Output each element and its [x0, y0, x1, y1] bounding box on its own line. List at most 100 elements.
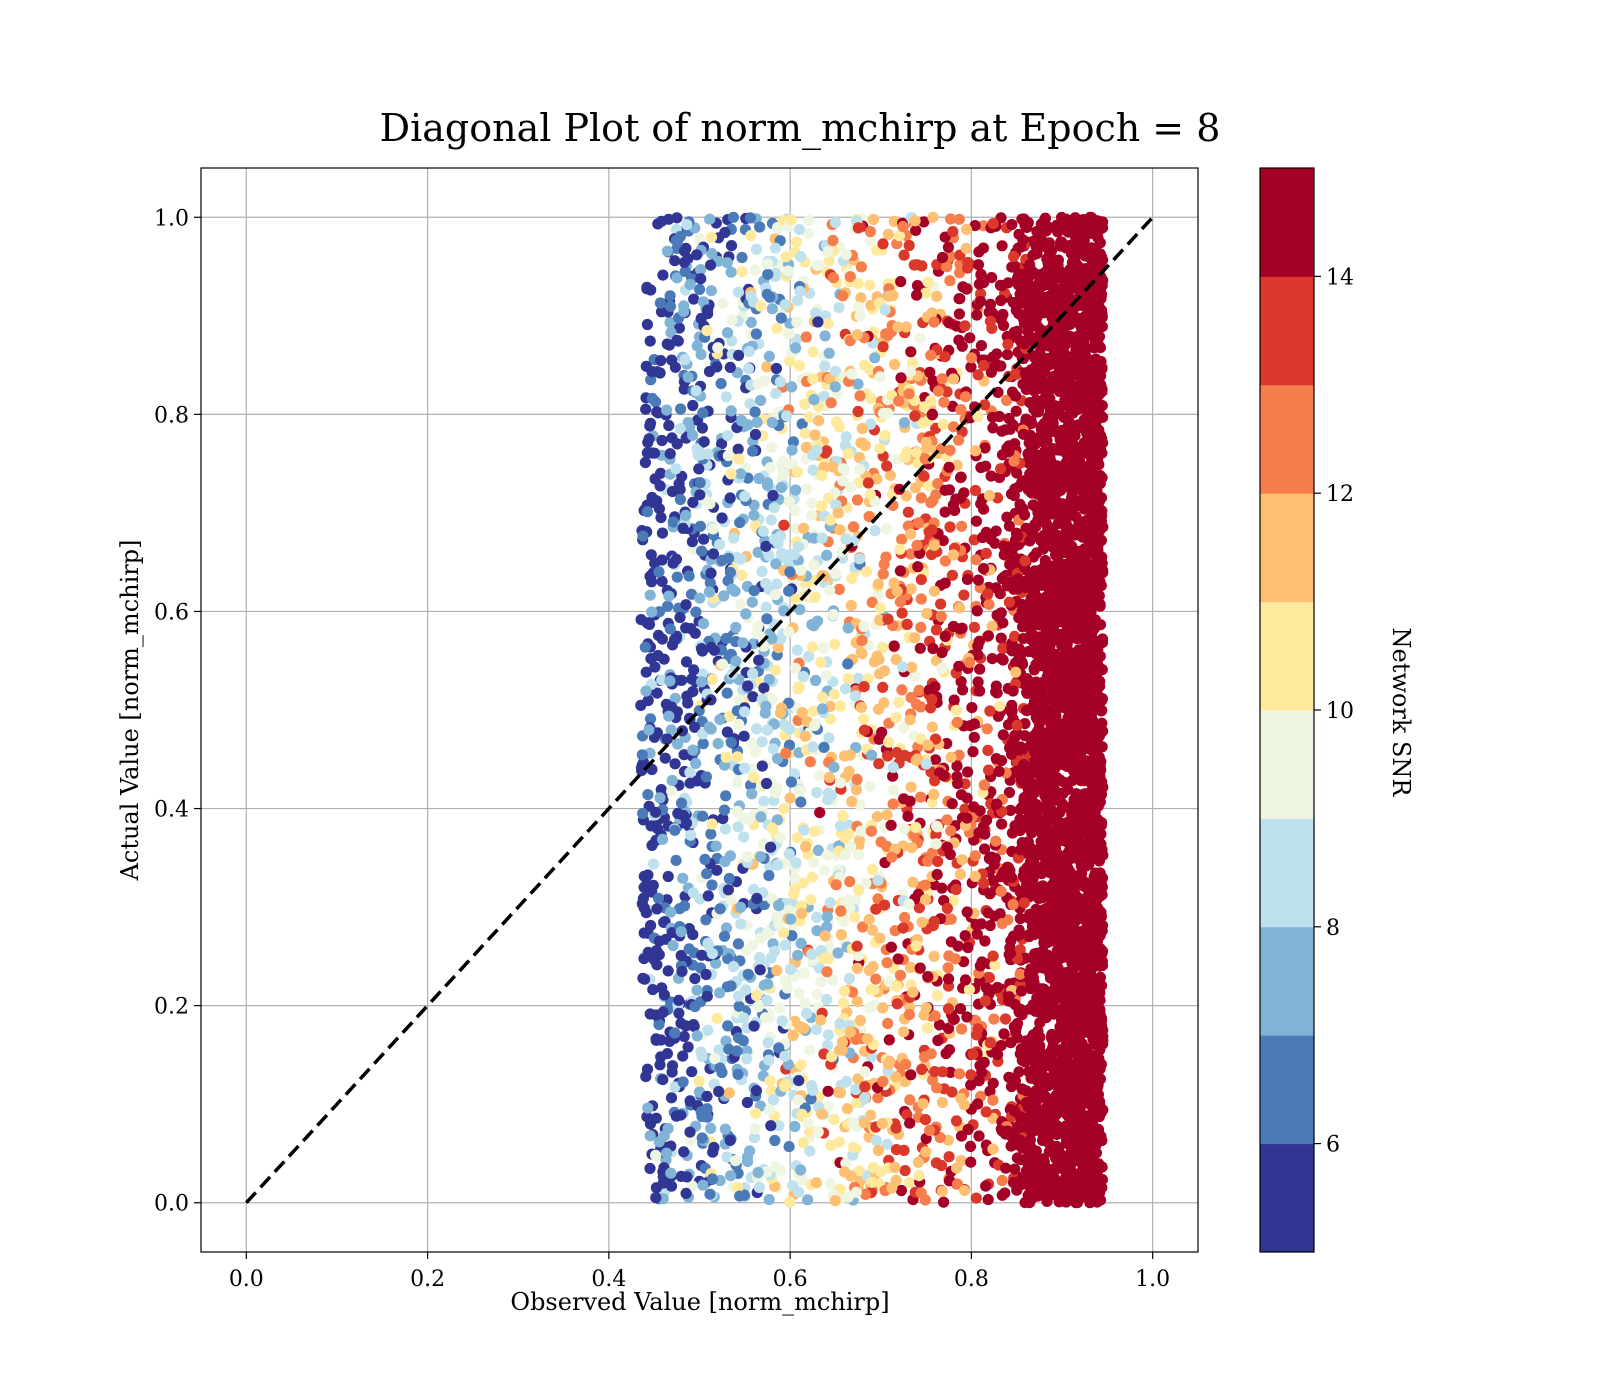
- scatter-point: [689, 973, 701, 985]
- scatter-point: [1003, 446, 1015, 458]
- scatter-point: [791, 316, 803, 328]
- scatter-point: [878, 665, 891, 677]
- scatter-point: [950, 704, 962, 716]
- scatter-point: [968, 731, 980, 743]
- scatter-point: [800, 841, 812, 853]
- scatter-points: [635, 211, 1109, 1209]
- scatter-point: [650, 1192, 662, 1204]
- scatter-point: [749, 264, 761, 276]
- scatter-point: [635, 614, 647, 626]
- scatter-point: [852, 405, 864, 418]
- scatter-point: [724, 1134, 736, 1146]
- scatter-point: [797, 670, 809, 683]
- scatter-point: [929, 1010, 941, 1022]
- scatter-point: [995, 871, 1007, 883]
- scatter-point: [954, 868, 967, 880]
- scatter-point: [666, 1066, 678, 1078]
- scatter-point: [662, 600, 674, 612]
- scatter-point: [851, 940, 863, 952]
- scatter-point: [949, 504, 961, 516]
- scatter-point: [967, 1048, 979, 1060]
- scatter-point: [980, 526, 992, 539]
- scatter-point: [736, 569, 748, 581]
- scatter-point: [707, 673, 719, 685]
- scatter-point: [725, 240, 738, 252]
- scatter-point: [1056, 211, 1068, 224]
- scatter-point: [867, 1162, 880, 1174]
- scatter-point: [677, 522, 689, 535]
- scatter-point: [764, 1075, 776, 1087]
- scatter-point: [873, 758, 885, 770]
- scatter-point: [736, 251, 748, 264]
- scatter-point: [811, 786, 823, 799]
- scatter-point: [640, 907, 652, 919]
- scatter-point: [1029, 361, 1042, 373]
- scatter-point: [823, 732, 835, 744]
- scatter-point: [1004, 804, 1017, 817]
- scatter-point: [663, 213, 675, 225]
- scatter-point: [838, 985, 851, 997]
- scatter-point: [926, 721, 939, 733]
- scatter-point: [747, 668, 759, 680]
- scatter-point: [822, 1029, 835, 1041]
- scatter-point: [672, 738, 684, 750]
- scatter-point: [716, 438, 728, 450]
- scatter-point: [664, 623, 676, 635]
- scatter-point: [697, 738, 709, 750]
- scatter-point: [1014, 912, 1026, 925]
- scatter-point: [1090, 1139, 1102, 1151]
- scatter-point: [745, 737, 757, 749]
- scatter-point: [678, 245, 691, 257]
- scatter-point: [741, 1096, 754, 1109]
- scatter-point: [953, 293, 965, 305]
- scatter-point: [805, 894, 817, 906]
- scatter-point: [802, 228, 815, 240]
- scatter-point: [971, 309, 983, 321]
- scatter-point: [669, 758, 681, 770]
- scatter-point: [721, 327, 734, 339]
- scatter-point: [936, 882, 948, 894]
- scatter-point: [853, 301, 865, 313]
- scatter-point: [769, 1134, 781, 1147]
- scatter-point: [854, 463, 866, 475]
- scatter-point: [697, 618, 710, 630]
- scatter-point: [978, 503, 990, 515]
- scatter-point: [748, 585, 760, 597]
- scatter-point: [771, 322, 783, 335]
- scatter-point: [722, 884, 735, 896]
- scatter-point: [874, 442, 886, 454]
- scatter-point: [944, 1066, 957, 1078]
- scatter-point: [881, 1138, 893, 1150]
- scatter-point: [982, 971, 995, 983]
- scatter-point: [676, 674, 688, 686]
- scatter-point: [816, 469, 828, 482]
- scatter-point: [771, 859, 784, 871]
- scatter-point: [769, 589, 781, 601]
- scatter-point: [790, 484, 802, 496]
- scatter-point: [898, 823, 910, 835]
- scatter-point: [796, 1174, 808, 1186]
- scatter-point: [706, 879, 718, 891]
- scatter-point: [679, 353, 691, 366]
- scatter-point: [843, 972, 856, 985]
- scatter-point: [811, 988, 824, 1001]
- scatter-point: [1017, 633, 1029, 645]
- scatter-point: [943, 1151, 955, 1163]
- scatter-point: [775, 482, 788, 494]
- scatter-point: [905, 583, 917, 595]
- scatter-point: [655, 1051, 667, 1063]
- scatter-point: [851, 329, 863, 341]
- scatter-point: [693, 1075, 705, 1087]
- scatter-point: [931, 820, 943, 832]
- scatter-point: [974, 663, 986, 675]
- scatter-point: [865, 392, 877, 405]
- scatter-point: [787, 1029, 799, 1042]
- scatter-point: [675, 926, 687, 938]
- scatter-point: [644, 420, 656, 432]
- scatter-point: [1011, 719, 1023, 732]
- scatter-point: [793, 360, 806, 372]
- scatter-point: [677, 872, 689, 884]
- scatter-point: [778, 519, 790, 531]
- scatter-point: [928, 585, 941, 597]
- scatter-point: [758, 795, 770, 808]
